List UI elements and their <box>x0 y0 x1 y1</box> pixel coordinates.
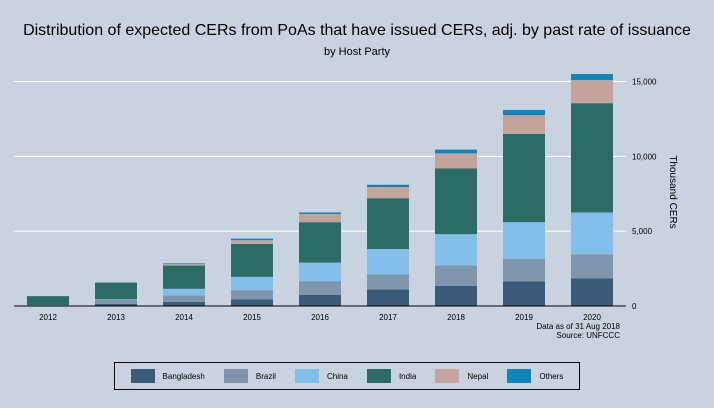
bar-nepal-2019 <box>503 115 545 134</box>
bar-india-2018 <box>435 168 477 235</box>
bar-brazil-2019 <box>503 258 545 282</box>
bar-bangladesh-2017 <box>367 289 409 306</box>
legend-swatch <box>435 369 460 383</box>
y-axis-label: Thousand CERs <box>667 155 678 228</box>
legend-label: India <box>398 371 417 381</box>
bar-bangladesh-2014 <box>163 301 205 306</box>
y-tick-label: 5,000 <box>632 227 653 236</box>
x-tick-label: 2017 <box>379 313 397 322</box>
chart-subtitle: by Host Party <box>323 46 391 58</box>
legend-swatch <box>130 369 155 383</box>
bar-others-2020 <box>571 74 613 80</box>
bar-india-2019 <box>503 133 545 223</box>
y-tick-label: 10,000 <box>632 152 657 161</box>
legend-item-china: China <box>294 369 348 383</box>
x-tick-label: 2012 <box>39 313 57 322</box>
stacked-bar-chart: 0 5,000 10,000 15,000 Thousand CERs 2012 2013 2… <box>14 74 678 322</box>
source-note: Source: UNFCCC <box>556 331 620 340</box>
axes: 0 5,000 10,000 15,000 Thousand CERs 2012 2013 2… <box>14 77 678 322</box>
x-tick-label: 2014 <box>175 313 193 322</box>
bar-bangladesh-2020 <box>571 278 613 306</box>
bar-china-2018 <box>435 234 477 266</box>
bar-india-2020 <box>571 103 613 213</box>
bar-brazil-2014 <box>163 295 205 302</box>
bar-nepal-2015 <box>231 240 273 244</box>
legend-item-others: Others <box>507 369 563 383</box>
legend-item-india: India <box>366 369 417 383</box>
legend-label: Nepal <box>467 371 489 381</box>
data-date-note: Data as of 31 Aug 2018 <box>536 322 620 331</box>
bar-india-2017 <box>367 198 409 250</box>
bar-china-2013 <box>95 299 137 301</box>
bar-india-2014 <box>163 265 205 289</box>
bar-bangladesh-2019 <box>503 281 545 306</box>
bar-china-2017 <box>367 249 409 275</box>
bar-nepal-2018 <box>435 153 477 169</box>
bar-bangladesh-2018 <box>435 285 477 306</box>
bar-brazil-2018 <box>435 265 477 286</box>
x-tick-label: 2020 <box>583 313 601 322</box>
bar-brazil-2016 <box>299 281 341 295</box>
bar-brazil-2015 <box>231 290 273 300</box>
bar-bangladesh-2015 <box>231 299 273 306</box>
legend-label: China <box>326 371 348 381</box>
y-tick-label: 0 <box>632 302 637 311</box>
bar-others-2019 <box>503 109 545 116</box>
bar-others-2017 <box>367 184 409 188</box>
legend-item-brazil: Brazil <box>223 369 276 383</box>
bar-others-2015 <box>231 238 273 241</box>
bar-nepal-2017 <box>367 187 409 199</box>
bar-bangladesh-2013 <box>95 303 137 306</box>
bar-china-2014 <box>163 288 205 296</box>
y-tick-label: 15,000 <box>632 77 657 86</box>
bar-china-2015 <box>231 276 273 291</box>
bar-others-2014 <box>163 263 205 265</box>
x-tick-label: 2015 <box>243 313 261 322</box>
chart-title: Distribution of expected CERs from PoAs … <box>23 22 691 39</box>
bar-india-2015 <box>231 243 273 277</box>
x-tick-label: 2019 <box>515 313 533 322</box>
legend-swatch <box>507 369 532 383</box>
legend-label: Brazil <box>255 371 276 381</box>
bar-others-2016 <box>299 212 341 214</box>
bar-china-2016 <box>299 262 341 282</box>
bar-nepal-2014 <box>163 264 205 266</box>
bar-brazil-2020 <box>571 254 613 279</box>
legend-swatch <box>294 369 319 383</box>
legend-label: Bangladesh <box>162 371 205 381</box>
legend: Bangladesh Brazil China India Nepal Others <box>114 362 580 390</box>
legend-item-nepal: Nepal <box>435 369 488 383</box>
legend-swatch <box>366 369 391 383</box>
legend-label: Others <box>539 371 564 381</box>
bar-brazil-2013 <box>95 300 137 304</box>
x-tick-label: 2013 <box>107 313 125 322</box>
legend-item-bangladesh: Bangladesh <box>130 369 205 383</box>
x-tick-label: 2018 <box>447 313 465 322</box>
bar-india-2012 <box>27 296 69 306</box>
x-tick-label: 2016 <box>311 313 329 322</box>
bar-others-2018 <box>435 149 477 154</box>
bars <box>27 74 613 306</box>
bar-india-2013 <box>95 282 137 300</box>
legend-swatch <box>223 369 248 383</box>
bar-nepal-2016 <box>299 213 341 223</box>
bar-china-2020 <box>571 212 613 255</box>
bar-india-2016 <box>299 222 341 263</box>
bar-china-2019 <box>503 222 545 259</box>
bar-brazil-2017 <box>367 274 409 290</box>
bar-nepal-2020 <box>571 79 613 104</box>
bar-bangladesh-2016 <box>299 294 341 306</box>
